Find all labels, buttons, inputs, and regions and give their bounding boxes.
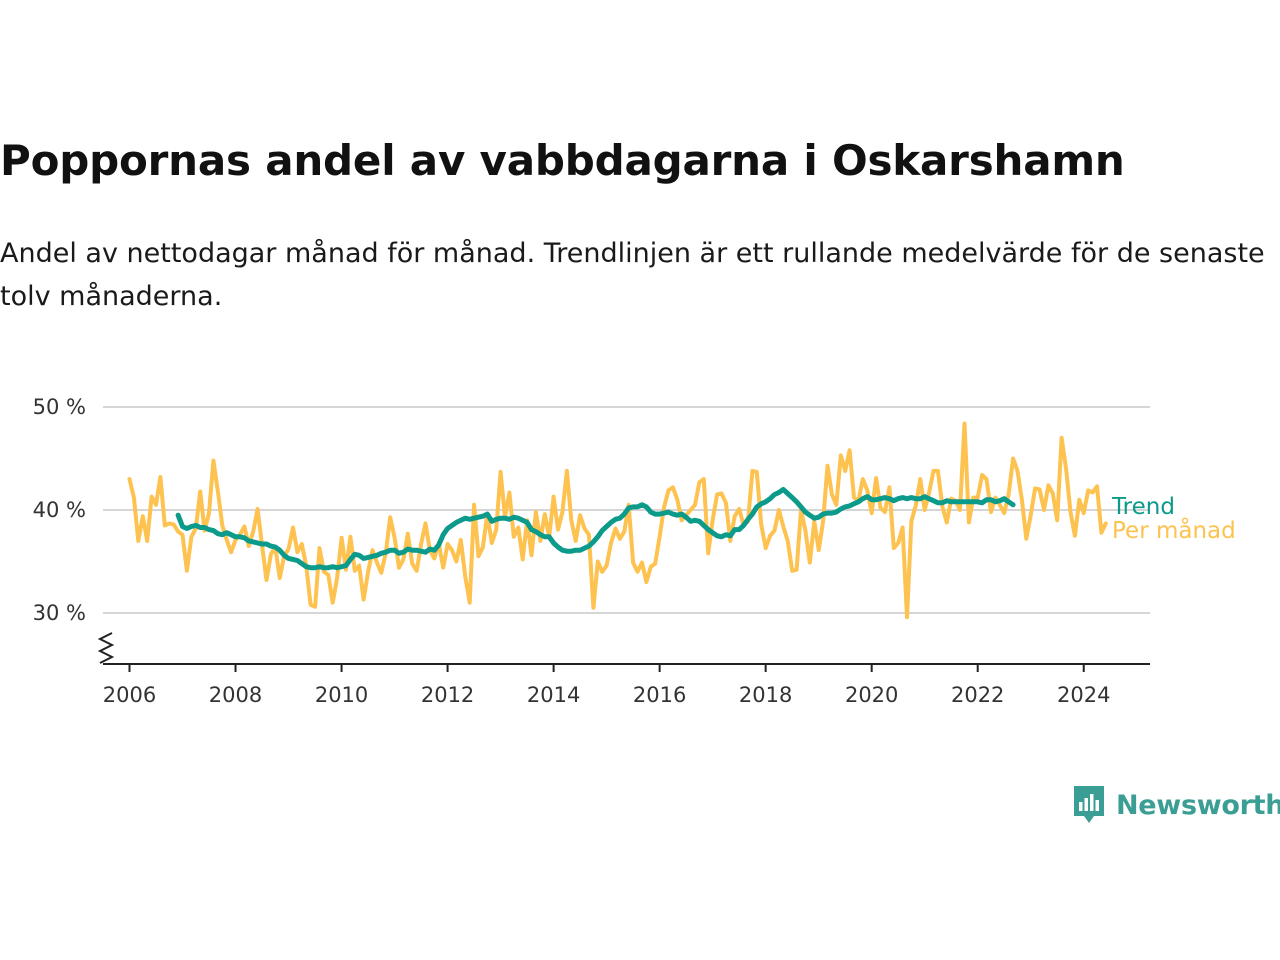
line-chart: 30 % 40 % 50 % 2006 2008 2010 2012 2014 2016 201… [33,395,1236,707]
x-tick-label: 2012 [421,683,474,707]
x-axis-ticks: 2006 2008 2010 2012 2014 2016 2018 2020 2022 2024 [103,664,1110,707]
bar-chart-speech-bubble-icon [1074,786,1104,823]
x-tick-label: 2014 [527,683,580,707]
x-tick-label: 2018 [739,683,792,707]
x-tick-label: 2016 [633,683,686,707]
trend-series-line [175,486,1016,571]
x-tick-label: 2022 [951,683,1004,707]
legend-label-monthly: Per månad [1112,516,1236,544]
series-lines [127,421,1108,620]
monthly-series-line [127,421,1108,620]
x-tick-label: 2008 [209,683,262,707]
x-tick-label: 2020 [845,683,898,707]
brand-name: Newsworthy [1116,789,1280,821]
y-axis-ticks: 30 % 40 % 50 % [33,395,86,625]
brand-logo: Newsworthy [1072,784,1280,826]
chart-title: Poppornas andel av vabbdagarna i Oskarsh… [0,136,1125,185]
x-tick-label: 2010 [315,683,368,707]
x-axis [97,632,1150,665]
legend-label-trend: Trend [1111,494,1175,520]
axis-break-icon [97,632,115,664]
y-tick-label: 50 % [33,395,86,419]
y-tick-label: 30 % [33,601,86,625]
x-tick-label: 2024 [1057,683,1110,707]
chart-subtitle: Andel av nettodagar månad för månad. Tre… [0,238,1265,312]
x-tick-label: 2006 [103,683,156,707]
y-tick-label: 40 % [33,498,86,522]
